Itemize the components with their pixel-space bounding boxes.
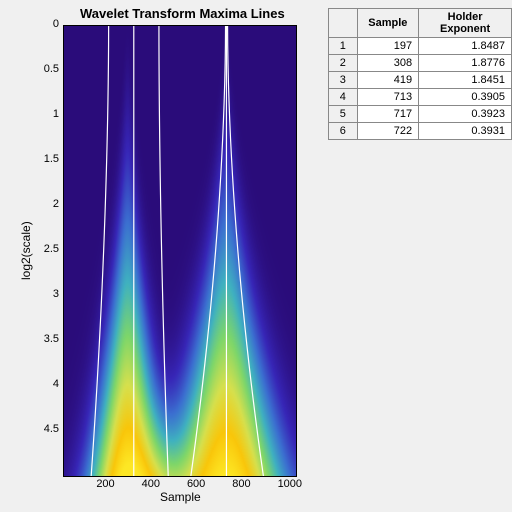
ytick: 4.5 — [33, 423, 59, 435]
table-cell: 713 — [357, 89, 419, 106]
table-cell: 3 — [329, 72, 358, 89]
ytick: 1 — [33, 108, 59, 120]
table-cell: 6 — [329, 123, 358, 140]
table-cell: 308 — [357, 55, 419, 72]
ytick: 0 — [33, 18, 59, 30]
maxima-line — [159, 26, 168, 476]
xtick: 800 — [232, 478, 250, 490]
maxima-line — [91, 26, 108, 476]
table-cell: 4 — [329, 89, 358, 106]
table-cell: 1 — [329, 38, 358, 55]
table-cell: 419 — [357, 72, 419, 89]
table-row: 34191.8451 — [329, 72, 512, 89]
table-header-cell: Sample — [357, 9, 419, 38]
table-row: 23081.8776 — [329, 55, 512, 72]
table-cell: 0.3931 — [419, 123, 512, 140]
xtick: 400 — [142, 478, 160, 490]
ytick: 2.5 — [33, 243, 59, 255]
table-row: 67220.3931 — [329, 123, 512, 140]
table-cell: 5 — [329, 106, 358, 123]
table-cell: 1.8487 — [419, 38, 512, 55]
maxima-lines-overlay — [64, 26, 296, 476]
table-cell: 0.3923 — [419, 106, 512, 123]
y-axis-label: log2(scale) — [19, 221, 33, 280]
xtick: 600 — [187, 478, 205, 490]
table-cell: 1.8451 — [419, 72, 512, 89]
table-row: 57170.3923 — [329, 106, 512, 123]
ytick: 3.5 — [33, 333, 59, 345]
ytick: 1.5 — [33, 153, 59, 165]
table-cell: 197 — [357, 38, 419, 55]
table-header-cell — [329, 9, 358, 38]
table-cell: 1.8776 — [419, 55, 512, 72]
table-header-cell: Holder Exponent — [419, 9, 512, 38]
table-cell: 0.3905 — [419, 89, 512, 106]
x-axis-label: Sample — [160, 490, 201, 504]
ytick: 3 — [33, 288, 59, 300]
table-cell: 722 — [357, 123, 419, 140]
table-header-row: SampleHolder Exponent — [329, 9, 512, 38]
table-cell: 2 — [329, 55, 358, 72]
figure-container: Wavelet Transform Maxima Lines log2(scal… — [0, 0, 512, 512]
table-cell: 717 — [357, 106, 419, 123]
results-table: SampleHolder Exponent 11971.848723081.87… — [328, 8, 512, 140]
maxima-line — [191, 26, 226, 476]
table-row: 11971.8487 — [329, 38, 512, 55]
maxima-line — [228, 26, 264, 476]
ytick: 4 — [33, 378, 59, 390]
xtick: 200 — [96, 478, 114, 490]
ytick: 2 — [33, 198, 59, 210]
xtick: 1000 — [278, 478, 302, 490]
chart-title: Wavelet Transform Maxima Lines — [80, 6, 285, 21]
table-body: 11971.848723081.877634191.845147130.3905… — [329, 38, 512, 140]
table-row: 47130.3905 — [329, 89, 512, 106]
chart-axes — [63, 25, 297, 477]
ytick: 0.5 — [33, 63, 59, 75]
